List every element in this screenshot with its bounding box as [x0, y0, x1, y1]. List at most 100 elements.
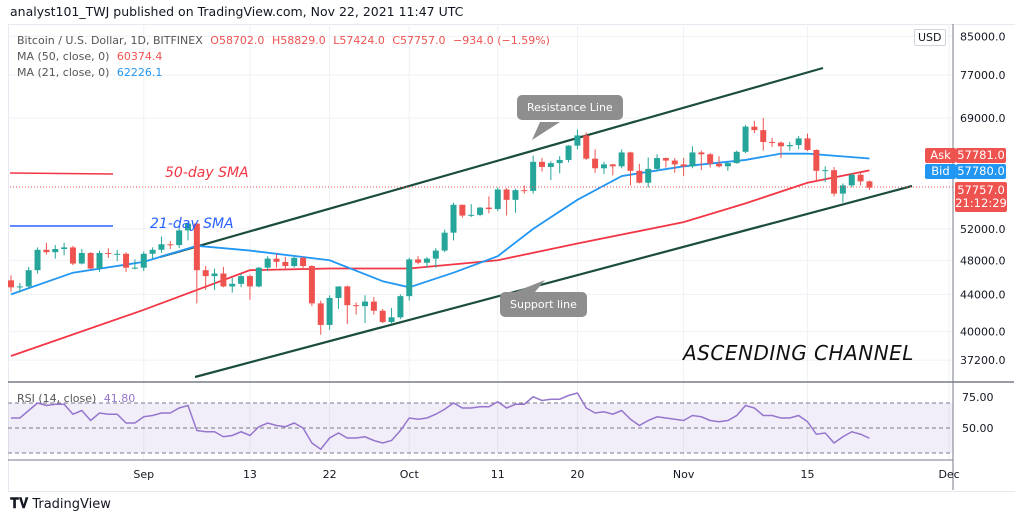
candle[interactable]: [264, 256, 271, 272]
candle[interactable]: [689, 146, 696, 169]
candle[interactable]: [8, 275, 14, 292]
candle[interactable]: [229, 277, 236, 293]
candle[interactable]: [69, 245, 76, 266]
candle[interactable]: [547, 161, 554, 181]
candle[interactable]: [813, 149, 820, 183]
candle[interactable]: [25, 266, 32, 290]
candle[interactable]: [255, 266, 262, 288]
candle[interactable]: [857, 172, 864, 186]
candle[interactable]: [43, 242, 50, 255]
candle[interactable]: [592, 149, 599, 173]
candle[interactable]: [636, 163, 643, 184]
candle[interactable]: [786, 142, 793, 151]
candle[interactable]: [574, 129, 581, 150]
candle[interactable]: [530, 155, 537, 194]
candle[interactable]: [662, 157, 669, 168]
candle[interactable]: [503, 188, 510, 216]
tradingview-logo[interactable]: 𝐓𝐕 TradingView: [10, 496, 111, 512]
candle[interactable]: [468, 204, 475, 218]
candle[interactable]: [415, 256, 422, 265]
candle[interactable]: [34, 247, 41, 274]
candle[interactable]: [211, 268, 218, 290]
resistance-line[interactable]: [159, 66, 824, 259]
candle[interactable]: [831, 166, 838, 197]
candle[interactable]: [61, 242, 68, 256]
candle[interactable]: [131, 259, 138, 270]
candle[interactable]: [618, 149, 625, 169]
candle[interactable]: [273, 253, 280, 268]
candle[interactable]: [158, 236, 165, 253]
candle[interactable]: [140, 251, 147, 272]
candle[interactable]: [512, 188, 519, 213]
ma21-legend[interactable]: MA (21, close, 0) 62226.1: [17, 66, 162, 79]
candle[interactable]: [627, 151, 634, 186]
candle[interactable]: [751, 120, 758, 134]
candle[interactable]: [300, 257, 307, 270]
candle[interactable]: [848, 173, 855, 188]
candle[interactable]: [609, 163, 616, 176]
candle[interactable]: [105, 248, 112, 258]
candle[interactable]: [804, 133, 811, 152]
candle[interactable]: [485, 196, 492, 214]
rsi-legend[interactable]: RSI (14, close) 41.80: [17, 392, 135, 405]
candle[interactable]: [291, 257, 298, 268]
candle[interactable]: [202, 266, 209, 290]
candle[interactable]: [370, 297, 377, 315]
candle[interactable]: [680, 158, 687, 177]
candle[interactable]: [344, 285, 351, 324]
candle[interactable]: [317, 300, 324, 335]
candle[interactable]: [282, 257, 289, 269]
candle[interactable]: [167, 241, 174, 249]
candle[interactable]: [238, 273, 245, 288]
candle[interactable]: [185, 222, 191, 241]
candle[interactable]: [760, 118, 767, 151]
candle[interactable]: [432, 248, 439, 268]
candle[interactable]: [565, 145, 572, 163]
currency-button[interactable]: USD: [914, 29, 946, 46]
candle[interactable]: [176, 228, 183, 249]
candle[interactable]: [839, 183, 846, 203]
candle[interactable]: [866, 180, 873, 190]
candle[interactable]: [388, 307, 395, 324]
candle[interactable]: [362, 295, 368, 324]
candle[interactable]: [123, 252, 130, 272]
candle[interactable]: [716, 156, 722, 168]
candle[interactable]: [742, 124, 749, 154]
candle[interactable]: [406, 257, 413, 301]
candle[interactable]: [724, 162, 731, 171]
candle[interactable]: [654, 154, 661, 172]
candle[interactable]: [114, 249, 121, 262]
candle[interactable]: [698, 150, 705, 171]
support-line[interactable]: [194, 184, 913, 379]
candle[interactable]: [441, 229, 448, 253]
candle[interactable]: [477, 206, 484, 217]
candle[interactable]: [583, 132, 590, 160]
candle[interactable]: [769, 137, 776, 147]
candle[interactable]: [600, 161, 607, 175]
candle[interactable]: [308, 265, 315, 307]
candle[interactable]: [645, 157, 652, 188]
candle[interactable]: [733, 150, 740, 164]
ma50-legend[interactable]: MA (50, close, 0) 60374.4: [17, 50, 162, 63]
candle[interactable]: [52, 245, 59, 259]
candle[interactable]: [16, 282, 23, 293]
candle[interactable]: [822, 166, 829, 183]
candle[interactable]: [397, 294, 404, 320]
candle[interactable]: [423, 257, 430, 268]
candle[interactable]: [193, 222, 200, 304]
candle[interactable]: [149, 247, 156, 259]
candle[interactable]: [459, 204, 466, 218]
candle[interactable]: [450, 202, 457, 241]
candle[interactable]: [335, 286, 342, 309]
candle[interactable]: [539, 158, 545, 172]
candle[interactable]: [353, 302, 360, 315]
candle[interactable]: [326, 295, 333, 330]
candle[interactable]: [671, 158, 678, 173]
candle[interactable]: [220, 266, 227, 288]
candle[interactable]: [707, 153, 714, 168]
candle[interactable]: [246, 274, 253, 300]
candle[interactable]: [87, 252, 94, 270]
candle[interactable]: [96, 250, 103, 272]
candle[interactable]: [795, 136, 802, 150]
